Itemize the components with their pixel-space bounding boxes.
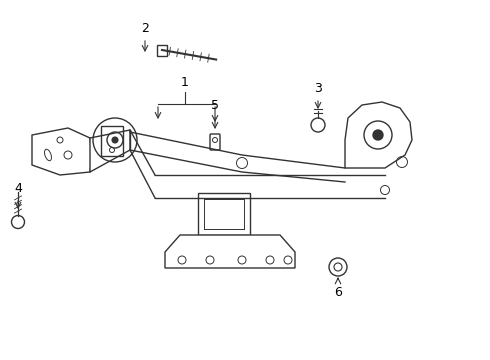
FancyBboxPatch shape — [210, 134, 220, 150]
FancyBboxPatch shape — [198, 193, 250, 235]
Text: 3: 3 — [314, 81, 322, 94]
Circle shape — [112, 137, 118, 143]
Polygon shape — [345, 102, 412, 168]
Polygon shape — [165, 235, 295, 268]
FancyBboxPatch shape — [157, 45, 167, 55]
Text: 2: 2 — [141, 22, 149, 35]
Text: 6: 6 — [334, 285, 342, 298]
Text: 1: 1 — [181, 76, 189, 89]
Text: 5: 5 — [211, 99, 219, 112]
Polygon shape — [90, 130, 130, 172]
Text: 4: 4 — [14, 181, 22, 194]
Circle shape — [373, 130, 383, 140]
Polygon shape — [32, 128, 92, 175]
